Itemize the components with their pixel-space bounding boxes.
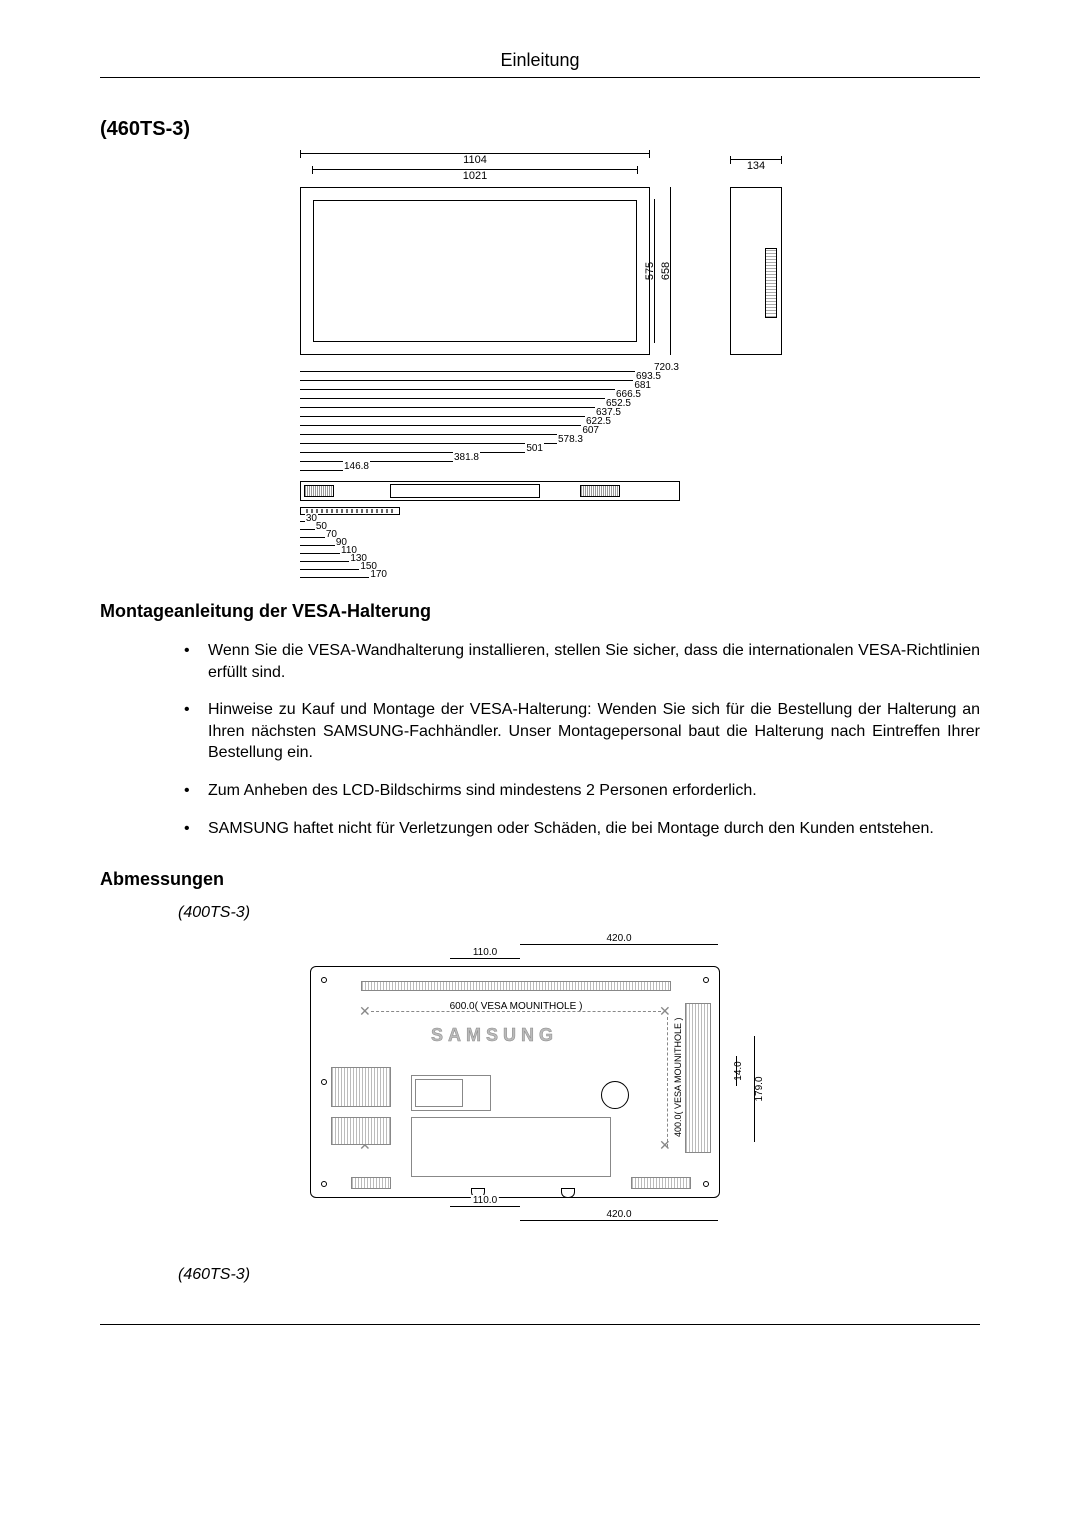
panel-box-inner	[415, 1079, 463, 1107]
screw-icon	[321, 1079, 327, 1085]
dim-line: 501	[300, 452, 544, 453]
dim-line: 150	[300, 569, 378, 570]
dim-line: 50	[300, 529, 328, 530]
screw-icon	[321, 977, 327, 983]
connector-panel	[390, 484, 540, 498]
dim-line: 130	[300, 561, 368, 562]
mount-hole-icon: ✕	[359, 1003, 371, 1020]
vesa-bullet-list: Wenn Sie die VESA-Wandhalterung installi…	[178, 640, 980, 839]
circle-icon	[601, 1081, 629, 1109]
vent-icon	[331, 1067, 391, 1107]
dim-label: 110.0	[471, 947, 499, 958]
dim-width-outer: 1104	[300, 153, 650, 166]
dim-label: 1021	[463, 170, 487, 182]
dim-label: 170	[369, 569, 388, 580]
dim-height-inner: 575	[654, 199, 655, 343]
dim-label: 658	[660, 262, 672, 280]
bullet-item: SAMSUNG haftet nicht für Verletzungen od…	[178, 818, 980, 840]
foot-icon	[561, 1188, 575, 1198]
figure-460ts3-dimensions: 1104 1021 575 658 134 720.3 693.5 681 666.5…	[260, 151, 820, 571]
vent-icon	[685, 1003, 711, 1153]
dim-line: 681	[300, 389, 652, 390]
side-vent-icon	[765, 248, 777, 318]
dim-420-top: 420.0	[520, 944, 718, 945]
model-sub-400ts3: (400TS-3)	[178, 904, 980, 922]
dim-label: 381.8	[453, 452, 480, 463]
screw-icon	[703, 1181, 709, 1187]
section-vesa-heading: Montageanleitung der VESA-Halterung	[100, 601, 980, 622]
samsung-logo: SAMSUNG	[431, 1025, 558, 1046]
figure-400ts3-vesa: 420.0 110.0 ✕ ✕ ✕ ✕ 600.0( VESA MOUNITHO…	[290, 936, 790, 1226]
dim-label: 134	[747, 160, 765, 172]
dim-label: 179.0	[754, 1077, 765, 1102]
side-view	[730, 187, 782, 355]
dim-label: 146.8	[343, 461, 370, 472]
dim-label: 575	[644, 262, 656, 280]
dot-row-icon	[306, 509, 394, 513]
dim-label: 110.0	[471, 1195, 499, 1206]
vesa-h-label: 600.0( VESA MOUNITHOLE )	[421, 1001, 611, 1012]
dim-line: 666.5	[300, 398, 642, 399]
bottom-rule	[100, 1324, 980, 1325]
bottom-view: 720.3693.5681666.5652.5637.5622.5607578.…	[260, 371, 690, 571]
lower-panel	[411, 1117, 611, 1177]
dim-line: 720.3	[300, 371, 680, 372]
dim-14: 14.0	[736, 1056, 737, 1086]
vent-icon	[331, 1117, 391, 1145]
bullet-item: Wenn Sie die VESA-Wandhalterung installi…	[178, 640, 980, 683]
dim-line: 170	[300, 577, 388, 578]
page-header: Einleitung	[100, 50, 980, 77]
vent-icon	[580, 485, 620, 497]
dim-height-outer: 658	[670, 187, 671, 355]
dim-label: 607	[581, 425, 600, 436]
dim-depth: 134	[730, 159, 782, 172]
section-dimensions-heading: Abmessungen	[100, 869, 980, 890]
screw-icon	[703, 977, 709, 983]
mount-hole-icon: ✕	[659, 1137, 671, 1154]
rear-panel: ✕ ✕ ✕ ✕ 600.0( VESA MOUNITHOLE ) SAMSUNG…	[310, 966, 720, 1198]
dim-label: 501	[525, 443, 544, 454]
vent-icon	[361, 981, 671, 991]
dim-420-bottom: 420.0	[520, 1220, 718, 1221]
dim-line: 381.8	[300, 461, 480, 462]
dim-label: 14.0	[733, 1061, 744, 1080]
dim-label: 420.0	[604, 933, 633, 944]
top-rule	[100, 77, 980, 78]
vent-icon	[631, 1177, 691, 1189]
dim-line: 652.5	[300, 407, 632, 408]
dim-line: 146.8	[300, 470, 370, 471]
dim-label: 420.0	[604, 1209, 633, 1220]
dim-line: 70	[300, 537, 338, 538]
dim-label: 1104	[463, 154, 487, 166]
model-sub-460ts3: (460TS-3)	[178, 1266, 980, 1284]
front-view-screen	[313, 200, 637, 342]
dim-line: 637.5	[300, 416, 622, 417]
vesa-v-label: 400.0( VESA MOUNITHOLE )	[673, 1018, 683, 1138]
dim-label: 578.3	[557, 434, 584, 445]
dim-110-bottom: 110.0	[450, 1206, 520, 1207]
vent-icon	[351, 1177, 391, 1189]
screw-icon	[321, 1181, 327, 1187]
dim-line: 622.5	[300, 425, 612, 426]
dim-179: 179.0	[754, 1036, 755, 1142]
dim-line: 607	[300, 434, 600, 435]
dim-110-top: 110.0	[450, 958, 520, 959]
front-view	[300, 187, 650, 355]
dim-line: 693.5	[300, 380, 662, 381]
vesa-v-line	[667, 1017, 668, 1147]
bullet-item: Hinweise zu Kauf und Montage der VESA-Ha…	[178, 699, 980, 764]
bullet-item: Zum Anheben des LCD-Bildschirms sind min…	[178, 780, 980, 802]
model-heading-460ts3: (460TS-3)	[100, 118, 980, 141]
vent-icon	[304, 485, 334, 497]
dim-width-inner: 1021	[312, 169, 638, 182]
